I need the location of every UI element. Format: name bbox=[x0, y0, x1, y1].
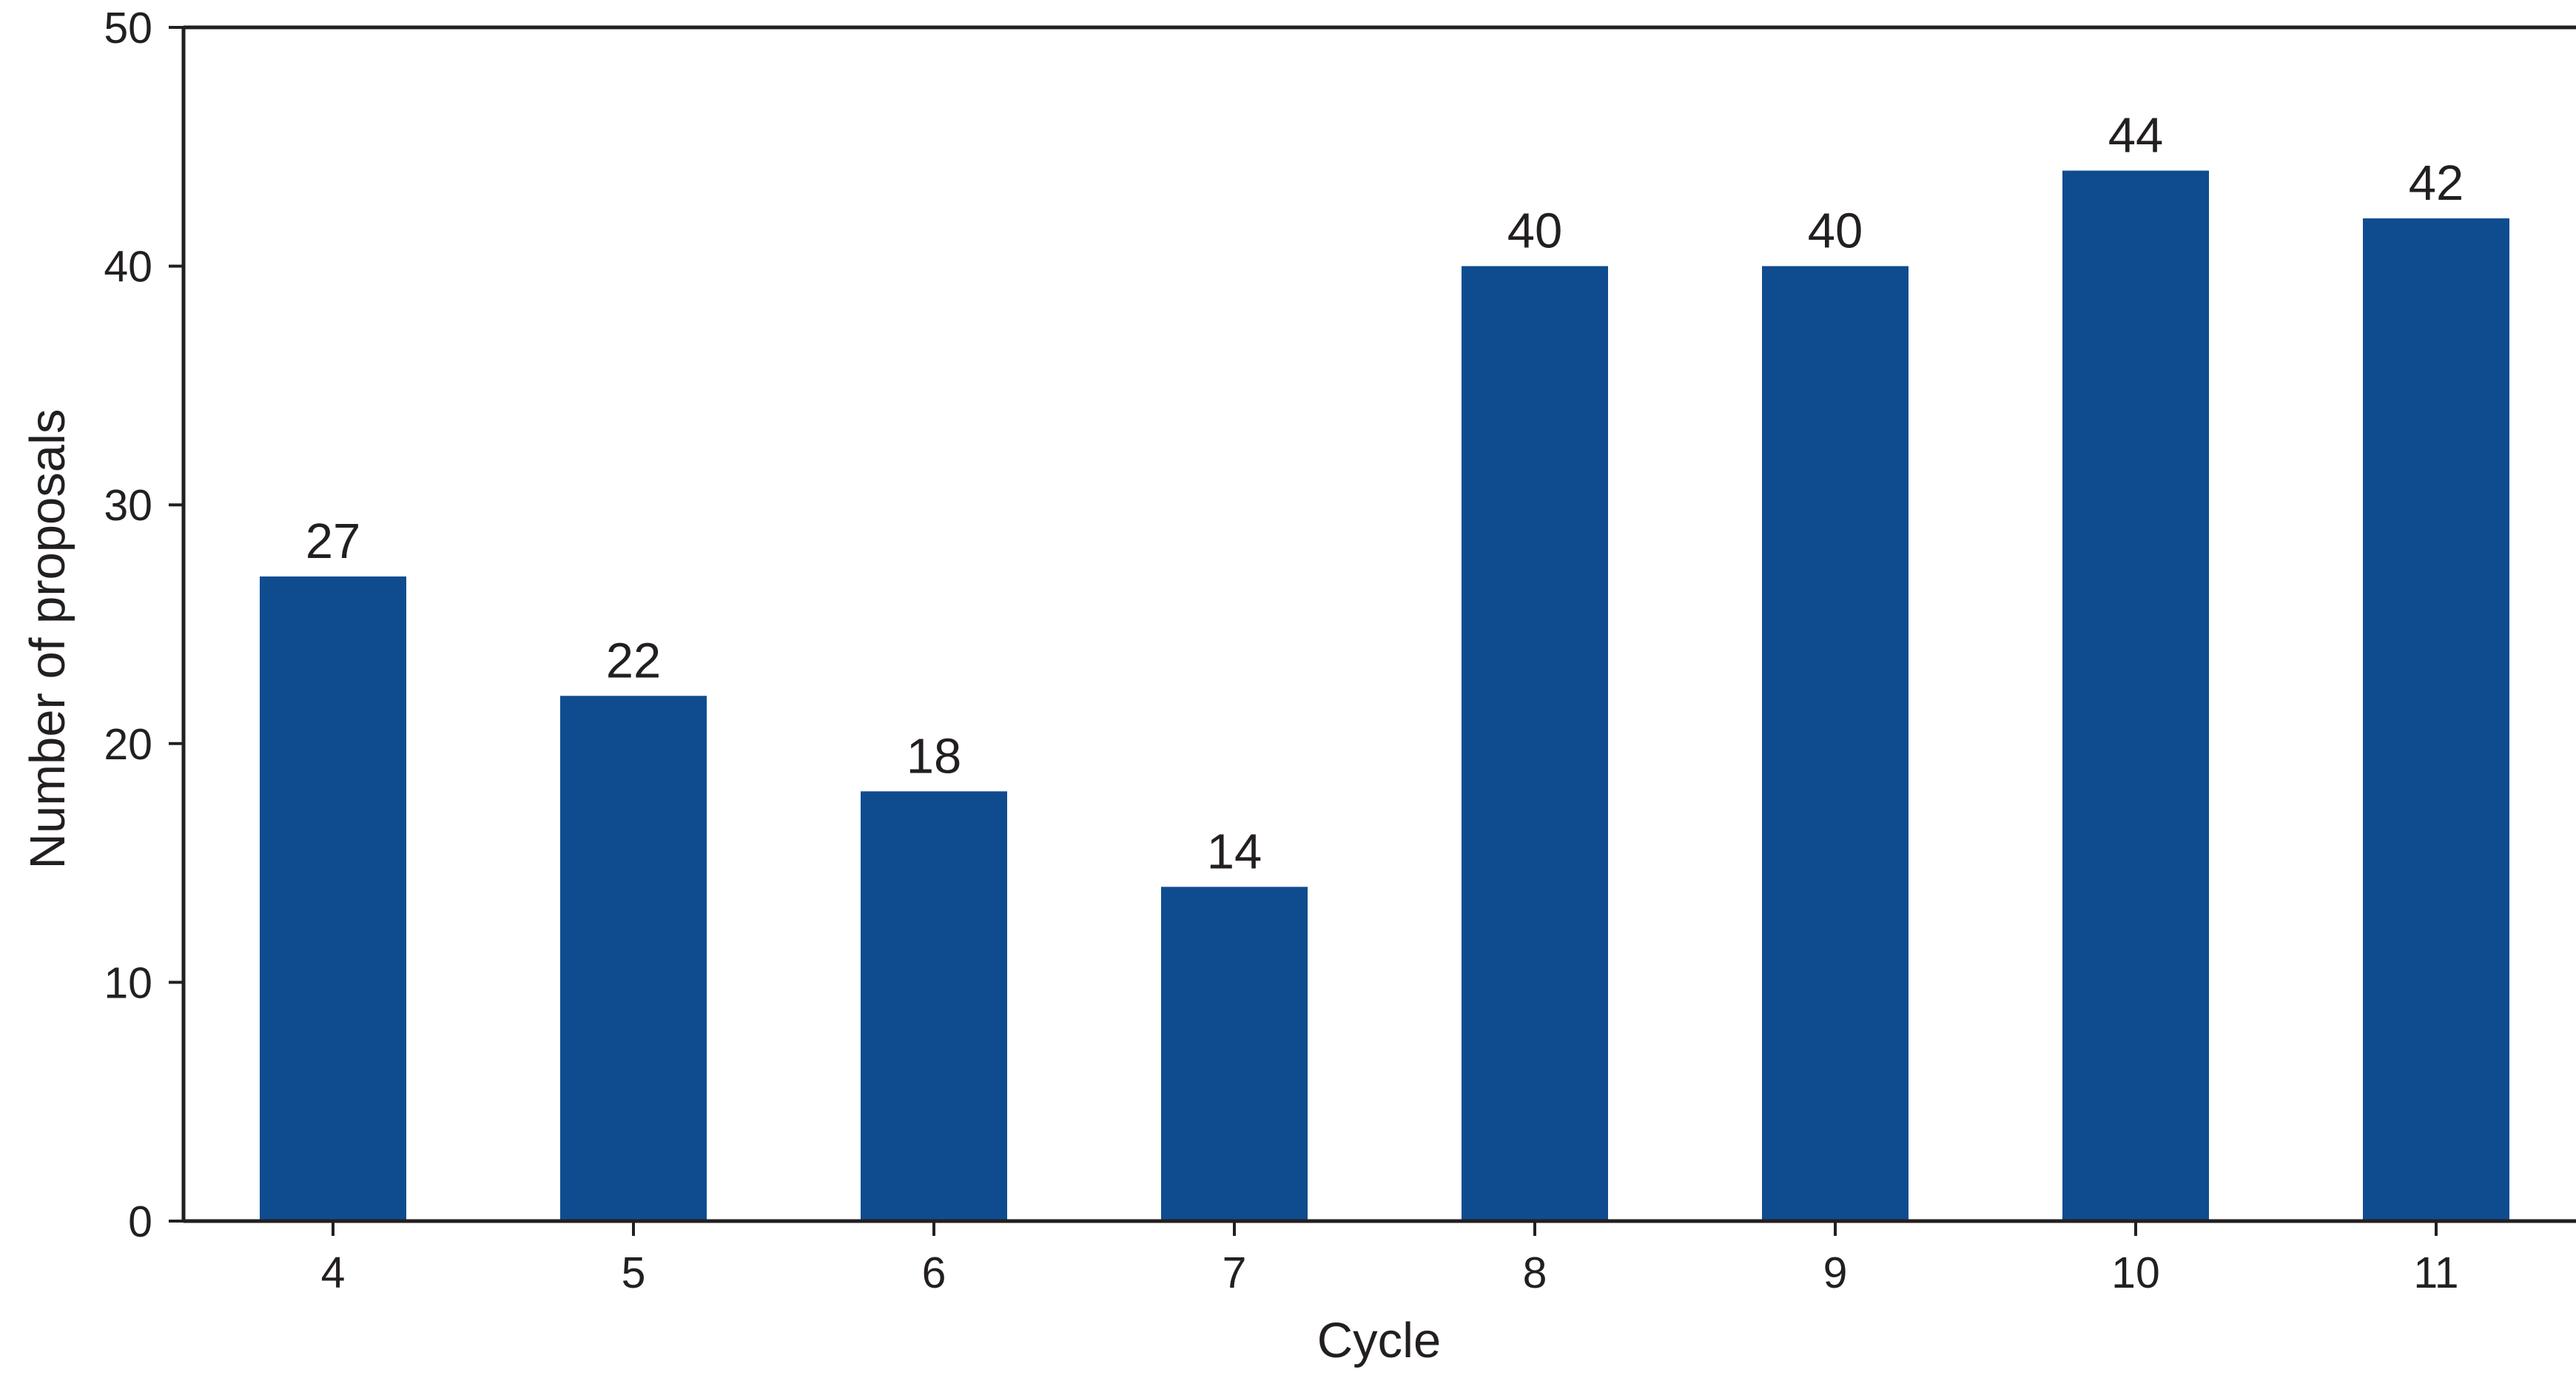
bar-value-label: 44 bbox=[2108, 108, 2164, 164]
x-tick-label: 5 bbox=[622, 1248, 646, 1297]
y-axis-ticks: 0 10 20 30 40 50 bbox=[104, 4, 184, 1246]
y-tick-label: 50 bbox=[104, 4, 152, 53]
x-axis-title: Cycle bbox=[1317, 1313, 1442, 1368]
bar-value-label: 14 bbox=[1207, 824, 1262, 879]
y-tick-label: 40 bbox=[104, 243, 152, 292]
y-axis-title: Number of proposals bbox=[20, 409, 75, 870]
x-tick-label: 4 bbox=[321, 1248, 346, 1297]
x-tick-label: 11 bbox=[2413, 1248, 2458, 1297]
bar-value-label: 18 bbox=[907, 728, 962, 784]
bars bbox=[260, 170, 2509, 1222]
bar bbox=[560, 696, 707, 1221]
bar-value-label: 22 bbox=[606, 633, 662, 688]
x-tick-label: 10 bbox=[2111, 1248, 2160, 1297]
bar-value-label: 40 bbox=[1808, 204, 1863, 259]
x-axis-ticks: 4 5 6 7 8 9 10 11 bbox=[321, 1221, 2459, 1297]
bar bbox=[1462, 266, 1608, 1222]
x-tick-label: 7 bbox=[1223, 1248, 1247, 1297]
x-tick-label: 8 bbox=[1523, 1248, 1547, 1297]
bar-value-label: 27 bbox=[306, 514, 361, 569]
bar bbox=[260, 576, 406, 1221]
x-tick-label: 9 bbox=[1823, 1248, 1848, 1297]
bar bbox=[1161, 887, 1308, 1221]
bar bbox=[1762, 266, 1909, 1222]
bar bbox=[861, 791, 1007, 1221]
bar bbox=[2062, 170, 2209, 1221]
y-tick-label: 30 bbox=[104, 481, 152, 530]
bar-value-label: 40 bbox=[1507, 204, 1563, 259]
bar bbox=[2363, 218, 2509, 1222]
y-tick-label: 10 bbox=[104, 958, 152, 1007]
y-tick-label: 0 bbox=[128, 1197, 152, 1246]
y-tick-label: 20 bbox=[104, 720, 152, 769]
bar-value-label: 42 bbox=[2409, 155, 2464, 211]
x-tick-label: 6 bbox=[922, 1248, 946, 1297]
data-labels: 27 22 18 14 40 40 44 42 bbox=[306, 108, 2464, 880]
